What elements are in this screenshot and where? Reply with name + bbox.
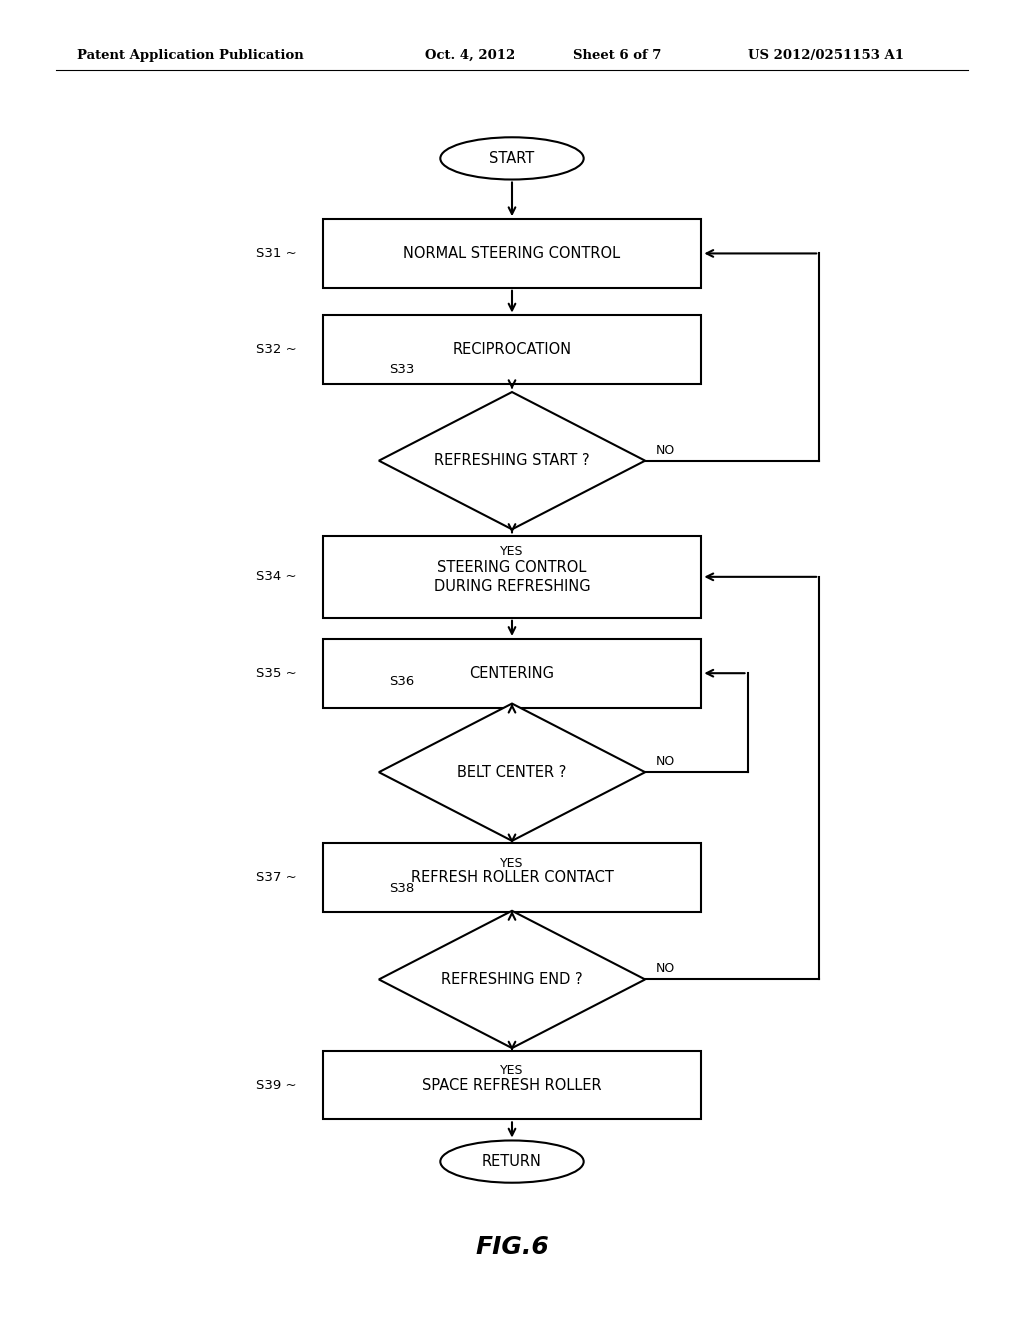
Text: S31 ~: S31 ~	[256, 247, 297, 260]
Ellipse shape	[440, 1140, 584, 1183]
Text: S32 ~: S32 ~	[256, 343, 297, 356]
Text: NO: NO	[655, 444, 675, 457]
Text: START: START	[489, 150, 535, 166]
Text: STEERING CONTROL
DURING REFRESHING: STEERING CONTROL DURING REFRESHING	[434, 560, 590, 594]
Polygon shape	[379, 392, 645, 529]
Ellipse shape	[440, 137, 584, 180]
Text: RETURN: RETURN	[482, 1154, 542, 1170]
Text: Patent Application Publication: Patent Application Publication	[77, 49, 303, 62]
Text: S35 ~: S35 ~	[256, 667, 297, 680]
Text: S37 ~: S37 ~	[256, 871, 297, 884]
FancyBboxPatch shape	[323, 315, 701, 384]
FancyBboxPatch shape	[323, 1051, 701, 1119]
Text: S33: S33	[389, 363, 415, 376]
Text: S39 ~: S39 ~	[256, 1078, 297, 1092]
Text: SPACE REFRESH ROLLER: SPACE REFRESH ROLLER	[422, 1077, 602, 1093]
Text: S38: S38	[389, 882, 415, 895]
Text: Sheet 6 of 7: Sheet 6 of 7	[573, 49, 662, 62]
Text: REFRESH ROLLER CONTACT: REFRESH ROLLER CONTACT	[411, 870, 613, 886]
Text: YES: YES	[501, 857, 523, 870]
Text: S34 ~: S34 ~	[256, 570, 297, 583]
Text: S36: S36	[389, 675, 415, 688]
Text: FIG.6: FIG.6	[475, 1236, 549, 1259]
Text: RECIPROCATION: RECIPROCATION	[453, 342, 571, 358]
FancyBboxPatch shape	[323, 843, 701, 912]
Text: CENTERING: CENTERING	[469, 665, 555, 681]
Text: NO: NO	[655, 962, 675, 975]
Text: US 2012/0251153 A1: US 2012/0251153 A1	[748, 49, 903, 62]
FancyBboxPatch shape	[323, 536, 701, 618]
Text: Oct. 4, 2012: Oct. 4, 2012	[425, 49, 515, 62]
Text: NORMAL STEERING CONTROL: NORMAL STEERING CONTROL	[403, 246, 621, 261]
Text: REFRESHING END ?: REFRESHING END ?	[441, 972, 583, 987]
Text: YES: YES	[501, 545, 523, 558]
FancyBboxPatch shape	[323, 219, 701, 288]
Text: REFRESHING START ?: REFRESHING START ?	[434, 453, 590, 469]
Text: YES: YES	[501, 1064, 523, 1077]
Text: NO: NO	[655, 755, 675, 768]
Polygon shape	[379, 911, 645, 1048]
Text: BELT CENTER ?: BELT CENTER ?	[458, 764, 566, 780]
Polygon shape	[379, 704, 645, 841]
FancyBboxPatch shape	[323, 639, 701, 708]
